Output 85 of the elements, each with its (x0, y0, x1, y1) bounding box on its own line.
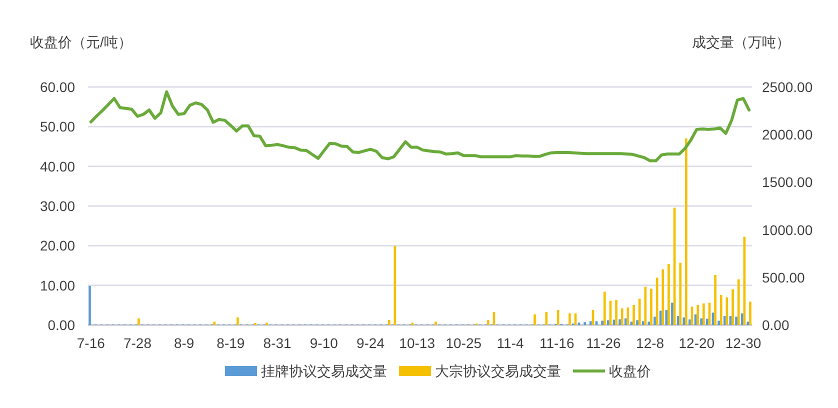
x-tick-label: 7-28 (123, 335, 152, 351)
y2-tick-label: 2500.00 (762, 79, 813, 95)
x-tick-label: 11-4 (496, 335, 524, 351)
y2-tick-label: 1000.00 (762, 222, 813, 238)
x-tick-label: 11-16 (539, 335, 574, 351)
x-tick-label: 8-31 (263, 335, 292, 351)
bar (595, 321, 598, 325)
bar (746, 322, 750, 325)
x-tick-label: 12-20 (678, 335, 715, 351)
bar (706, 318, 708, 325)
bar (88, 286, 91, 325)
line-series (89, 90, 751, 162)
bar (732, 289, 734, 325)
bar (630, 322, 633, 325)
y-tick-label: 10.00 (40, 277, 76, 294)
bar (545, 312, 548, 325)
bar (620, 308, 624, 325)
y-axis-title: 收盘价（元/吨） (30, 34, 132, 50)
bar (615, 300, 618, 325)
y2-tick-label: 500.00 (762, 269, 806, 286)
x-tick-label: 10-13 (399, 335, 436, 351)
y-tick-label: 60.00 (40, 79, 76, 95)
bar (138, 318, 140, 325)
bar (650, 288, 652, 325)
bar (714, 275, 716, 325)
bar (534, 314, 536, 325)
bar (679, 262, 682, 325)
bar (718, 320, 720, 325)
y-tick-label: 30.00 (40, 198, 76, 214)
bar (642, 321, 644, 325)
bar (388, 320, 390, 325)
y2-tick-label: 2000.00 (762, 126, 813, 143)
y-tick-label: 50.00 (40, 118, 76, 135)
bar (685, 138, 688, 325)
bar (668, 264, 670, 325)
legend-label: 收盘价 (609, 363, 651, 379)
bar (589, 321, 592, 325)
x-tick-label: 8-19 (216, 335, 245, 351)
bar (662, 269, 664, 325)
bar (434, 322, 437, 325)
bar (236, 317, 239, 325)
bar (737, 279, 740, 325)
bar (632, 305, 635, 325)
bar (486, 320, 490, 325)
bar (700, 318, 702, 325)
bar (740, 313, 744, 325)
bar (723, 316, 726, 325)
x-tick-label: 9-10 (310, 335, 338, 351)
bar (696, 305, 699, 325)
y-tick-label: 40.00 (40, 158, 76, 174)
x-tick-label: 11-26 (586, 335, 622, 351)
bar (654, 316, 656, 325)
x-tick-label: 12-8 (636, 335, 664, 351)
bar (624, 318, 627, 325)
legend-label: 大宗协议交易成交量 (435, 363, 561, 379)
bar (601, 320, 604, 325)
x-tick-label: 7-16 (76, 335, 106, 351)
bar (606, 320, 610, 325)
legend-label: 挂牌协议交易成交量 (261, 363, 387, 379)
bar (213, 322, 216, 325)
bar (618, 319, 621, 325)
y2-axis-title: 成交量（万吨） (692, 34, 790, 50)
bar (688, 319, 691, 325)
bar (638, 298, 641, 325)
bar (603, 292, 606, 325)
bar (636, 320, 638, 325)
y2-tick-label: 0.00 (762, 317, 790, 333)
bar (665, 310, 668, 325)
bar (682, 317, 686, 325)
x-tick-label: 12-30 (725, 335, 762, 351)
bar (702, 303, 705, 325)
y-tick-label: 20.00 (40, 238, 76, 254)
bar (735, 316, 738, 325)
y-tick-label: 0.00 (48, 317, 76, 333)
bar (568, 313, 571, 325)
x-tick-label: 8-9 (174, 335, 194, 351)
x-tick-label: 10-25 (446, 335, 482, 351)
bar (648, 322, 650, 325)
y2-tick-label: 1500.00 (762, 174, 813, 190)
bar (671, 302, 674, 325)
x-tick-label: 9-24 (356, 335, 385, 351)
bar (644, 286, 647, 325)
bar (720, 295, 722, 325)
bar (584, 322, 586, 325)
bar (749, 302, 752, 325)
